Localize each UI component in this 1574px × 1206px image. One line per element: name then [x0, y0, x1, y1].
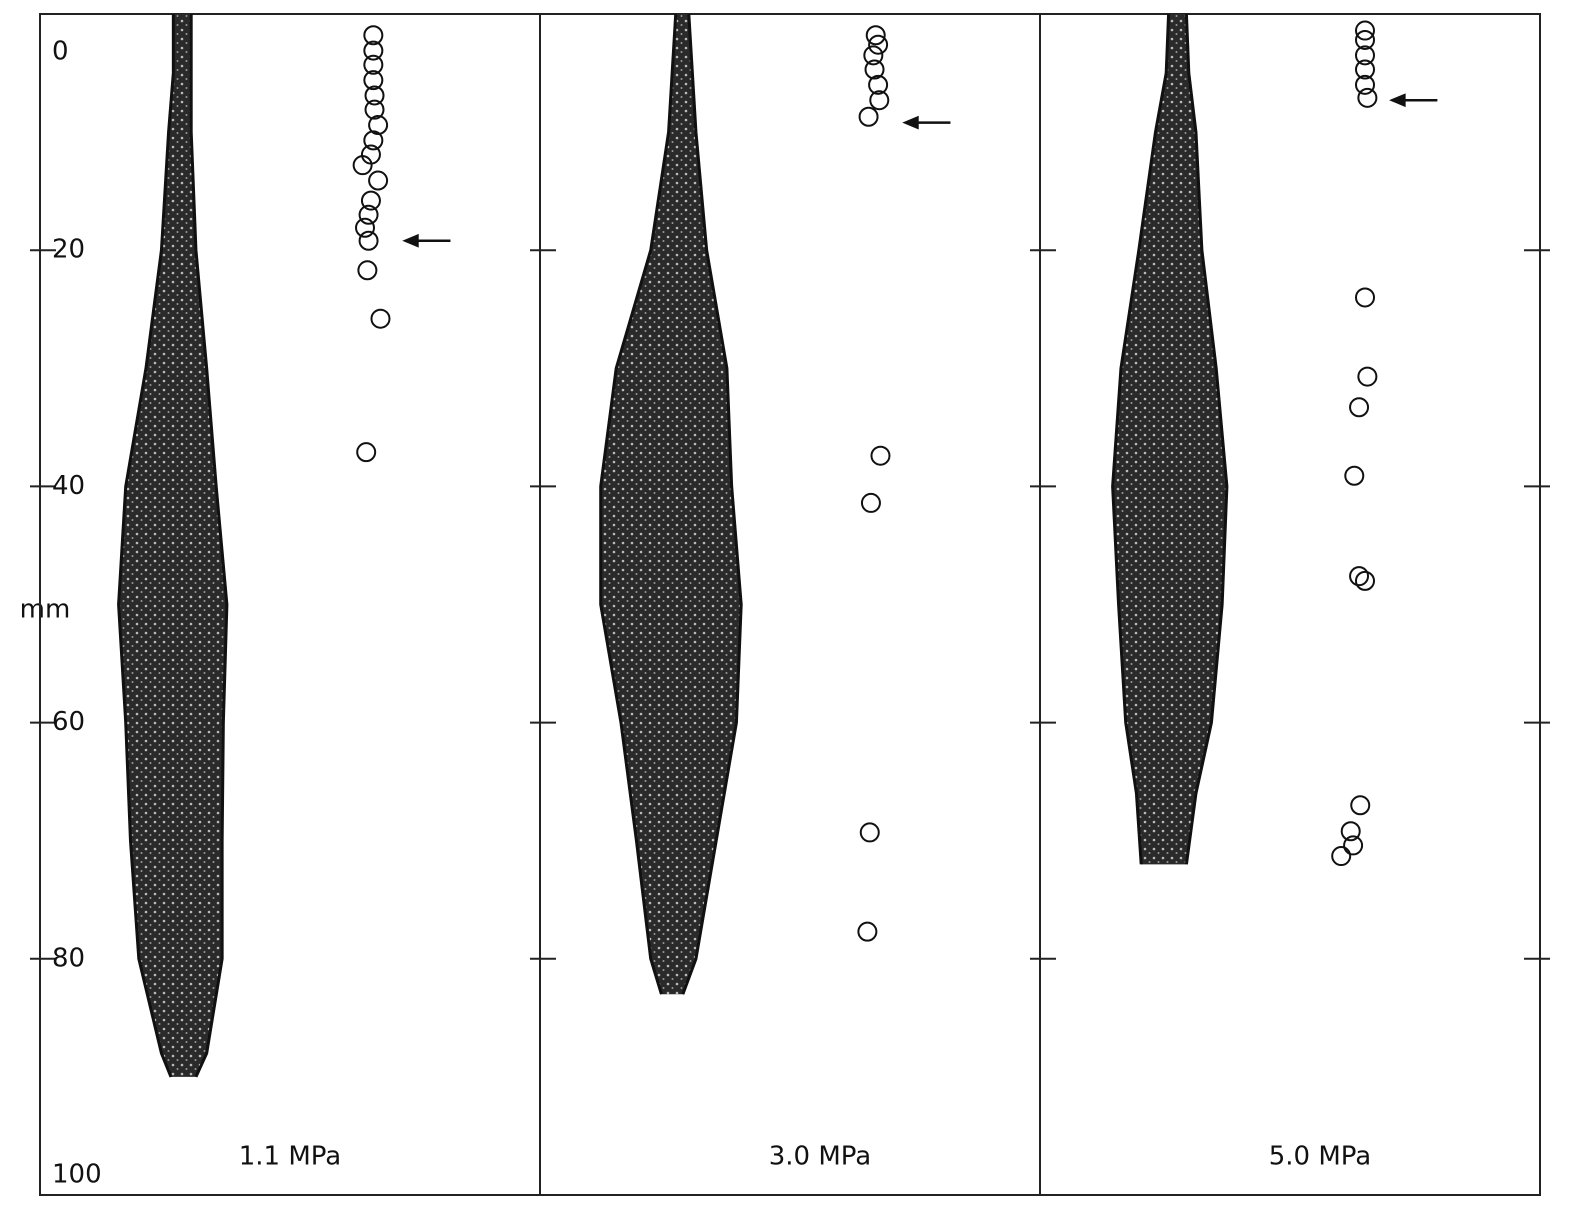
y-tick-label: 60	[52, 707, 85, 737]
spray-right-edge	[1184, 13, 1229, 865]
droplet	[865, 25, 886, 46]
droplet	[869, 90, 890, 111]
droplet	[860, 492, 881, 513]
droplet	[358, 230, 379, 251]
y-tick-label: 20	[52, 235, 85, 265]
panel-label: 3.0 MPa	[769, 1142, 872, 1172]
droplet	[368, 170, 389, 191]
y-tick-label: 40	[52, 471, 85, 501]
droplet	[358, 204, 379, 225]
droplet	[1357, 87, 1378, 108]
spray-right-edge	[681, 13, 743, 995]
penetration-arrow	[402, 233, 451, 248]
panel-label: 5.0 MPa	[1269, 1142, 1372, 1172]
y-tick-label: 0	[52, 37, 69, 67]
droplet	[1355, 74, 1375, 95]
droplet	[868, 74, 889, 95]
droplet	[364, 99, 385, 120]
droplet	[352, 155, 373, 176]
droplet	[363, 130, 384, 151]
droplet	[1357, 366, 1378, 387]
spray-left-edge	[1111, 13, 1171, 865]
droplet	[363, 40, 384, 61]
droplet	[363, 25, 384, 46]
droplet	[1349, 397, 1370, 418]
droplet	[1340, 821, 1361, 842]
droplet	[1355, 570, 1375, 591]
y-axis-label: mm	[20, 595, 71, 625]
droplet	[868, 34, 889, 55]
droplet	[1349, 566, 1370, 587]
droplet	[1331, 846, 1352, 867]
y-tick-label: 100	[52, 1160, 102, 1190]
droplet	[864, 59, 885, 80]
panel-frame	[1039, 13, 1541, 1196]
panel-frame	[39, 13, 541, 1196]
droplet	[356, 442, 377, 463]
spray-fill	[1112, 14, 1227, 865]
y-tick-label: 80	[52, 943, 85, 973]
droplet	[364, 85, 385, 106]
droplet	[368, 115, 389, 136]
droplet	[363, 54, 384, 75]
spray-left-edge	[117, 14, 175, 1078]
droplet	[870, 445, 891, 466]
droplet	[863, 45, 884, 66]
panel-label: 1.1 MPa	[239, 1142, 342, 1172]
droplet	[1343, 835, 1364, 856]
droplet	[360, 190, 381, 211]
droplet	[1355, 45, 1375, 66]
spray-left-edge	[599, 13, 678, 995]
droplet	[355, 217, 375, 238]
droplet	[1355, 59, 1375, 80]
droplet	[357, 260, 378, 281]
droplet	[1344, 465, 1365, 486]
droplet	[859, 822, 880, 843]
droplet	[1355, 287, 1375, 308]
spray-right-edge	[189, 14, 229, 1078]
droplet	[363, 70, 384, 91]
spray-fill	[600, 14, 742, 995]
penetration-arrow	[902, 115, 951, 130]
droplet	[370, 308, 391, 329]
droplet	[857, 921, 878, 942]
droplet	[858, 106, 879, 127]
spray-fill	[118, 14, 227, 1077]
droplet	[1350, 795, 1371, 816]
droplet	[1355, 20, 1375, 41]
penetration-arrow	[1389, 93, 1438, 108]
droplet	[1355, 29, 1375, 50]
